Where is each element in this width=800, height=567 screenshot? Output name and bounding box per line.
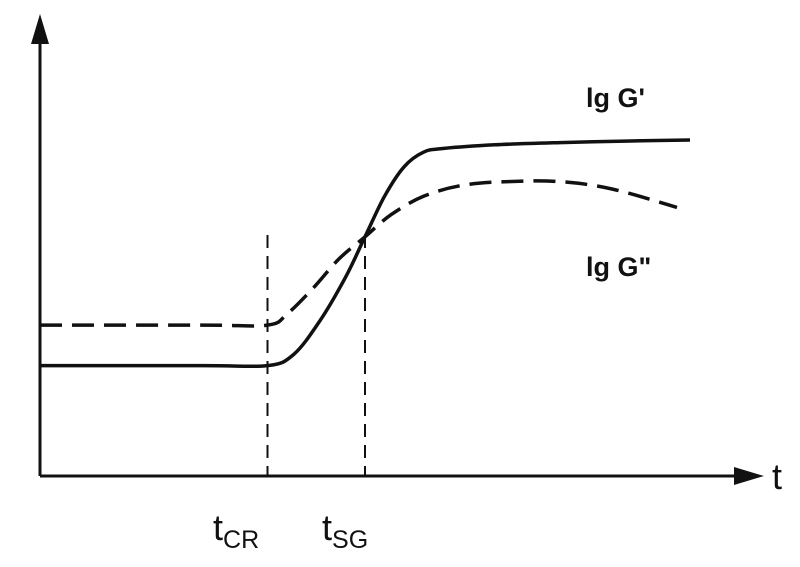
series-label-loss-modulus: lg G" bbox=[586, 252, 651, 282]
tick-label-tcr-sub: CR bbox=[223, 526, 259, 554]
x-axis-label: t bbox=[772, 456, 782, 497]
tick-label-tsg: tSG bbox=[322, 507, 368, 554]
series-line-loss-modulus bbox=[39, 179, 678, 328]
series-line-storage-modulus bbox=[40, 138, 691, 369]
tick-label-tcr: tCR bbox=[213, 507, 259, 554]
tick-label-tcr-main: t bbox=[213, 507, 223, 548]
x-axis-arrow bbox=[734, 467, 764, 485]
chart-marks bbox=[39, 138, 691, 476]
tick-label-tsg-main: t bbox=[322, 507, 332, 548]
tick-label-tsg-sub: SG bbox=[332, 526, 368, 554]
series-label-storage-modulus: lg G' bbox=[586, 83, 645, 113]
y-axis-arrow bbox=[31, 14, 49, 44]
